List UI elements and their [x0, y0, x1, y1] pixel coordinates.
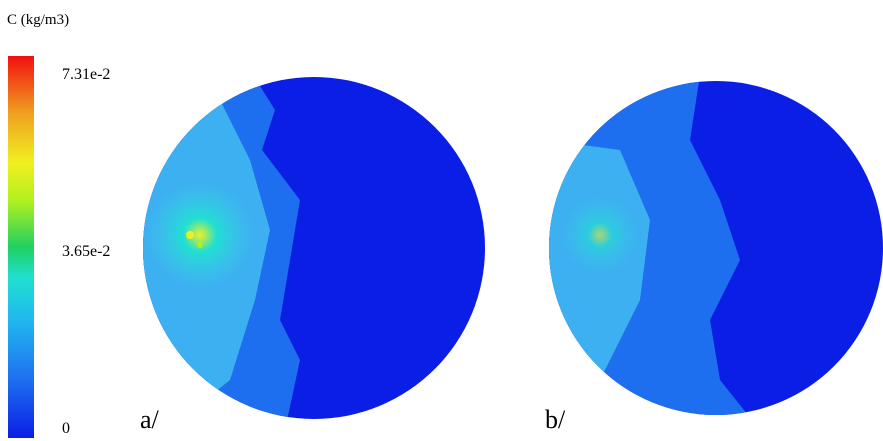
colorbar-label: 3.65e-2 [62, 243, 110, 260]
colorbar [8, 56, 34, 438]
colorbar-title: C (kg/m3) [7, 12, 69, 28]
contour-b [549, 81, 883, 415]
contour-a [143, 77, 485, 419]
colorbar-label: 7.31e-2 [62, 66, 110, 83]
panel-label: b/ [545, 405, 566, 434]
colorbar-label: 0 [62, 420, 70, 437]
panel-label: a/ [140, 405, 160, 434]
